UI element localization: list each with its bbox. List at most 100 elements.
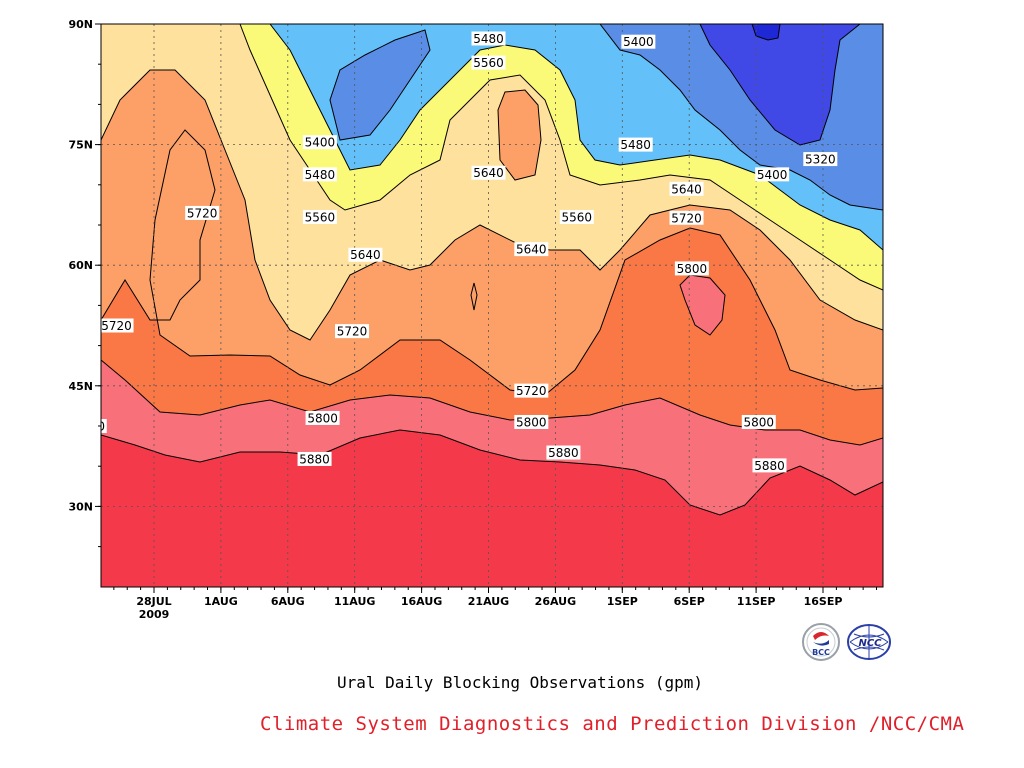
x-tick-label: 11AUG	[334, 595, 375, 608]
contour-label: 5880	[297, 451, 332, 466]
contour-line-pocket-5640	[497, 89, 542, 181]
contour-label-box	[618, 137, 653, 152]
contour-label: 5640	[514, 242, 549, 257]
ncc-logo-text: NCC	[858, 638, 882, 649]
contour-label: 5480	[618, 137, 653, 152]
contour-label-box	[348, 247, 383, 262]
contour-label-text: 5720	[101, 319, 132, 333]
contour-label: 5640	[348, 247, 383, 262]
contour-label-box	[302, 209, 337, 224]
bcc-logo-text: BCC	[812, 648, 830, 657]
contour-label: 5560	[471, 55, 506, 70]
contour-label-box	[514, 414, 549, 429]
fill-band-core-minimum	[752, 24, 780, 40]
contour-label-text: 5320	[805, 153, 836, 167]
contour-label: 5720	[185, 205, 220, 220]
contour-line-pocket-small	[470, 282, 478, 311]
x-tick-label: 11SEP	[737, 595, 776, 608]
contour-label-text: 5800	[307, 411, 338, 425]
contour-label-box	[101, 318, 134, 333]
contour-label-box	[297, 451, 332, 466]
contour-label: 5720	[669, 210, 704, 225]
contour-label-text: 5400	[305, 136, 336, 150]
contour-label-text: 5400	[757, 168, 788, 182]
contour-label-box	[185, 205, 220, 220]
contour-field: 5480 5400 5560 5400 5480 5320 5640 5480 5400 5640…	[75, 24, 883, 587]
contour-line-5720	[101, 129, 883, 396]
contour-label-text: 5720	[337, 325, 368, 339]
contour-labels: 5480 5400 5560 5400 5480 5320 5640 5480 5400 5640…	[75, 31, 838, 473]
contour-label-text: 5560	[473, 56, 504, 70]
contour-label-box	[514, 383, 549, 398]
contour-label-text: 5480	[620, 138, 651, 152]
contour-label: 5880	[546, 445, 581, 460]
contour-label-box	[674, 261, 709, 276]
x-tick-label: 28JUL	[136, 595, 171, 608]
contour-label-box	[669, 210, 704, 225]
bcc-logo: BCC	[801, 622, 841, 662]
contour-chart: 5480 5400 5560 5400 5480 5320 5640 5480 5400 5640…	[68, 18, 884, 621]
contour-label-box	[471, 55, 506, 70]
contour-label-box	[471, 31, 506, 46]
y-tick-label: 45N	[68, 380, 93, 393]
contour-label-text: 5640	[350, 248, 381, 262]
contour-label: 5800	[305, 410, 340, 425]
contour-label: 5720	[335, 324, 370, 339]
contour-label-box	[559, 209, 594, 224]
contour-label-text: 5640	[516, 243, 547, 257]
x-tick-label: 1AUG	[204, 595, 238, 608]
x-tick-label: 16SEP	[804, 595, 843, 608]
contour-label-box	[101, 419, 107, 433]
contour-label-box	[741, 414, 776, 429]
contour-label-text: 5880	[548, 446, 579, 460]
contour-label: 5400	[621, 34, 656, 49]
contour-line-5400	[599, 24, 883, 211]
contour-label-box	[302, 167, 337, 182]
contour-label-text: 5400	[623, 35, 654, 49]
contour-line-core	[751, 24, 781, 41]
contour-label-text: 5480	[473, 32, 504, 46]
fill-pocket-5640	[498, 90, 541, 180]
contour-label: 5800	[514, 414, 549, 429]
contour-line-5800	[101, 359, 883, 446]
contour-label-text: 5880	[75, 420, 106, 434]
contour-label-box	[752, 458, 787, 473]
contour-label: 5560	[302, 209, 337, 224]
contour-label: 5720	[514, 383, 549, 398]
contour-label-text: 5800	[516, 415, 547, 429]
contour-label-text: 5560	[562, 210, 593, 224]
contour-label: 5400	[755, 167, 790, 182]
credit-line: Climate System Diagnostics and Predictio…	[260, 713, 965, 735]
contour-label: 5720	[101, 318, 134, 333]
x-tick-label: 6AUG	[271, 595, 305, 608]
y-tick-label: 90N	[68, 18, 93, 31]
contour-line-5880	[101, 429, 883, 516]
contour-label-box	[514, 242, 549, 257]
x-year-label: 2009	[139, 608, 170, 621]
contour-label-text: 5640	[671, 182, 702, 196]
x-tick-label: 1SEP	[607, 595, 638, 608]
contour-label: 5880	[75, 419, 107, 434]
contour-line-pocket-5800	[679, 274, 726, 336]
contour-label-text: 5880	[299, 452, 330, 466]
ncc-logo: NCC	[846, 622, 892, 662]
x-tick-label: 21AUG	[468, 595, 509, 608]
contour-label: 5640	[669, 181, 704, 196]
contour-line-5480	[269, 24, 883, 251]
x-tick-label: 26AUG	[535, 595, 576, 608]
contour-label-box	[755, 167, 790, 182]
contour-line-5400-cell	[329, 29, 431, 141]
contour-label-text: 5720	[516, 384, 547, 398]
contour-label-text: 5800	[744, 415, 775, 429]
fill-band-below-5320	[700, 24, 860, 145]
contour-label-box	[621, 34, 656, 49]
y-tick-label: 30N	[68, 500, 93, 513]
contour-label-text: 5880	[754, 459, 785, 473]
contour-label: 5880	[752, 458, 787, 473]
contour-label-text: 5800	[677, 262, 708, 276]
fill-band-5320-5400-cell	[330, 30, 430, 140]
gridlines	[101, 24, 883, 587]
contour-label-box	[803, 152, 838, 167]
contour-label: 5800	[741, 414, 776, 429]
